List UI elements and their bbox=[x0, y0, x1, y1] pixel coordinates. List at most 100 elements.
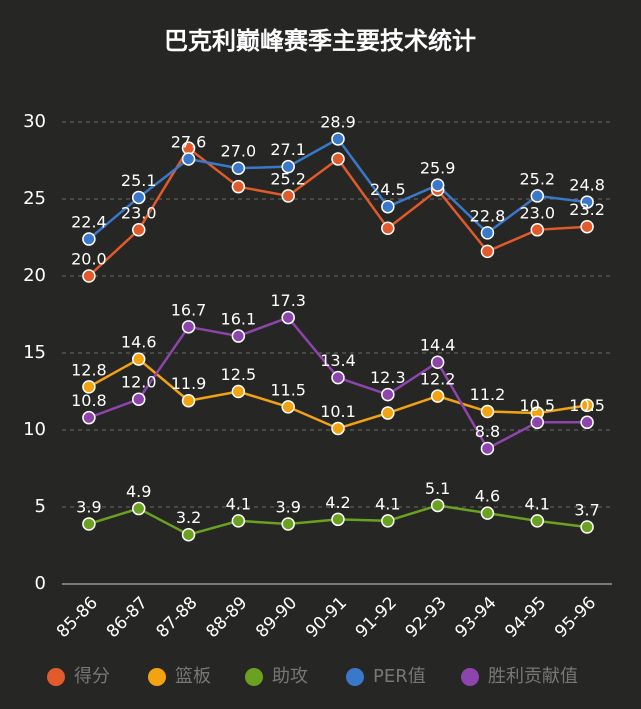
data-point bbox=[281, 310, 295, 325]
data-label: 27.1 bbox=[270, 140, 306, 159]
data-label: 25.2 bbox=[270, 169, 306, 188]
data-label: 20.0 bbox=[71, 250, 107, 269]
data-label: 4.1 bbox=[226, 494, 251, 513]
data-point bbox=[82, 380, 96, 394]
data-label: 11.9 bbox=[171, 374, 207, 393]
data-label: 5.1 bbox=[425, 479, 450, 498]
data-point bbox=[131, 501, 146, 516]
data-point bbox=[430, 389, 445, 403]
data-point bbox=[131, 392, 146, 406]
legend-marker bbox=[346, 668, 364, 686]
data-point bbox=[82, 232, 96, 246]
data-label: 3.9 bbox=[76, 497, 101, 516]
legend-label: 胜利贡献值 bbox=[488, 666, 578, 687]
data-label: 12.5 bbox=[221, 365, 257, 384]
data-point bbox=[131, 223, 146, 237]
data-label: 4.1 bbox=[525, 494, 550, 513]
data-point bbox=[82, 269, 96, 283]
data-point bbox=[181, 393, 196, 408]
data-point bbox=[530, 514, 545, 528]
data-point bbox=[281, 400, 295, 414]
data-label: 16.1 bbox=[221, 310, 257, 329]
data-label: 4.1 bbox=[375, 494, 400, 513]
data-point bbox=[381, 199, 395, 214]
data-label: 27.0 bbox=[221, 142, 257, 161]
data-label: 27.6 bbox=[171, 132, 207, 151]
data-point bbox=[580, 415, 594, 430]
data-point bbox=[231, 514, 246, 528]
data-label: 28.9 bbox=[320, 112, 356, 131]
data-label: 3.2 bbox=[176, 508, 201, 527]
data-label: 12.0 bbox=[121, 373, 157, 392]
y-tick-label: 10 bbox=[23, 419, 46, 440]
data-label: 12.3 bbox=[370, 368, 406, 387]
data-point bbox=[580, 195, 594, 209]
data-point bbox=[331, 512, 345, 527]
legend-label: 篮板 bbox=[175, 666, 211, 687]
data-label: 4.6 bbox=[475, 487, 500, 506]
data-label: 22.4 bbox=[71, 213, 107, 232]
data-point bbox=[231, 161, 246, 175]
y-tick-label: 15 bbox=[23, 342, 46, 363]
data-point bbox=[181, 152, 196, 166]
data-label: 17.3 bbox=[270, 291, 306, 310]
y-tick-label: 5 bbox=[35, 496, 46, 517]
data-point bbox=[480, 226, 495, 240]
data-point bbox=[381, 514, 395, 528]
data-label: 24.5 bbox=[370, 180, 406, 199]
data-label: 22.8 bbox=[470, 206, 506, 225]
y-tick-label: 30 bbox=[23, 111, 46, 132]
data-point bbox=[381, 221, 395, 236]
data-point bbox=[580, 520, 594, 534]
data-point bbox=[331, 152, 345, 166]
data-label: 10.5 bbox=[569, 396, 605, 415]
data-point bbox=[430, 178, 445, 192]
data-point bbox=[131, 352, 146, 366]
data-label: 12.2 bbox=[420, 370, 456, 389]
data-label: 25.9 bbox=[420, 159, 456, 178]
data-label: 23.2 bbox=[569, 200, 605, 219]
legend-marker bbox=[461, 668, 479, 686]
data-label: 3.7 bbox=[574, 501, 599, 520]
y-tick-label: 20 bbox=[23, 265, 46, 286]
data-point bbox=[480, 506, 495, 520]
legend-marker bbox=[47, 668, 65, 686]
data-point bbox=[181, 527, 196, 542]
data-point bbox=[281, 189, 295, 203]
data-label: 11.2 bbox=[470, 385, 506, 404]
data-point bbox=[381, 406, 395, 420]
data-point bbox=[480, 244, 495, 259]
legend-marker bbox=[148, 668, 166, 686]
data-point bbox=[331, 421, 345, 436]
legend-label: 助攻 bbox=[272, 666, 308, 687]
data-point bbox=[231, 329, 246, 343]
data-label: 8.8 bbox=[475, 422, 500, 441]
data-point bbox=[530, 223, 545, 237]
data-point bbox=[430, 355, 445, 369]
data-point bbox=[331, 370, 345, 385]
data-point bbox=[480, 404, 495, 419]
data-label: 11.5 bbox=[270, 380, 306, 399]
data-point bbox=[530, 189, 545, 203]
data-label: 10.8 bbox=[71, 391, 107, 410]
data-label: 12.8 bbox=[71, 360, 107, 379]
data-label: 3.9 bbox=[275, 497, 300, 516]
data-label: 23.0 bbox=[519, 203, 555, 222]
y-tick-label: 25 bbox=[23, 188, 46, 209]
data-label: 25.1 bbox=[121, 171, 157, 190]
data-label: 23.0 bbox=[121, 203, 157, 222]
legend-label: 得分 bbox=[74, 666, 110, 687]
data-point bbox=[480, 441, 495, 456]
data-point bbox=[281, 159, 295, 174]
data-label: 16.7 bbox=[171, 300, 207, 319]
data-label: 13.4 bbox=[320, 351, 356, 370]
data-label: 10.1 bbox=[320, 402, 356, 421]
data-point bbox=[231, 384, 246, 399]
data-label: 24.8 bbox=[569, 176, 605, 195]
y-tick-label: 0 bbox=[35, 573, 46, 594]
data-label: 4.9 bbox=[126, 482, 151, 501]
data-point bbox=[131, 190, 146, 205]
